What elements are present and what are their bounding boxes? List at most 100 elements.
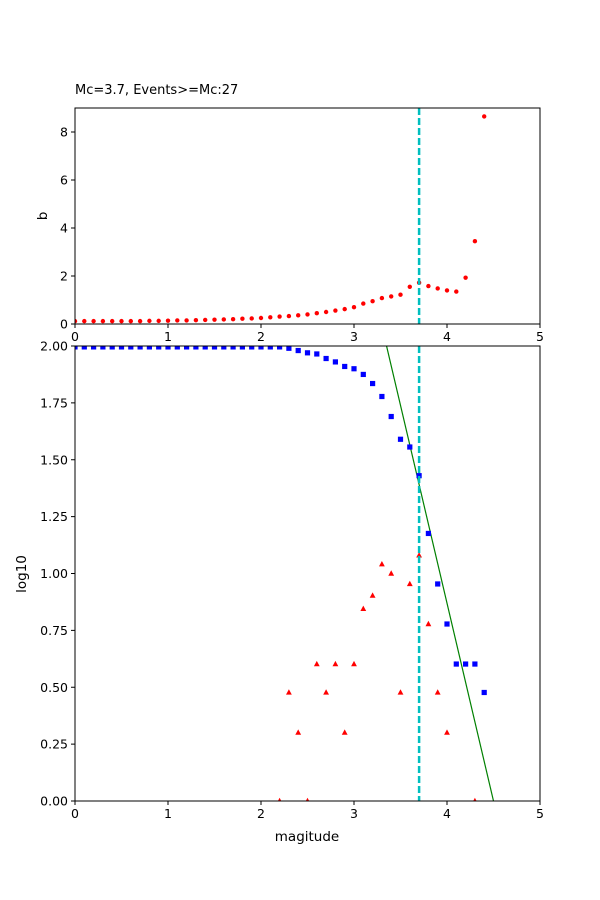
y-tick-label: 0.50 — [40, 680, 68, 695]
bottom-plot-area: 0 1 2 3 4 5 0.00 0.25 0.50 0.75 1.00 1.25 1.50 1.75 2.… — [40, 339, 544, 822]
data-point-circle — [203, 317, 208, 323]
data-point-circle — [472, 239, 478, 244]
frequency-magnitude-chart: magitude log10 0 1 2 3 4 5 0.00 0.25 0.50 0.75 1.0… — [14, 339, 544, 846]
x-tick-label: 4 — [443, 806, 451, 821]
data-point-triangle — [416, 552, 422, 558]
data-point-circle — [165, 318, 171, 323]
data-point-square — [91, 346, 97, 350]
y-tick-label: 1.50 — [40, 452, 68, 467]
data-point-square — [351, 366, 357, 372]
data-point-square — [295, 347, 301, 354]
y-tick-label: 2.00 — [40, 339, 68, 354]
data-point-circle — [147, 318, 152, 324]
data-point-square — [379, 393, 385, 400]
x-tick-label: 2 — [257, 329, 265, 344]
top-marks — [75, 108, 487, 324]
data-point-square — [444, 621, 450, 627]
data-point-circle — [268, 315, 273, 320]
data-point-square — [304, 350, 311, 356]
bottom-marks — [75, 346, 495, 801]
data-point-square — [109, 346, 115, 350]
data-point-circle — [342, 306, 347, 312]
data-point-triangle — [425, 620, 432, 627]
x-tick-label: 3 — [350, 329, 358, 344]
data-point-circle — [482, 114, 487, 119]
data-point-circle — [323, 309, 329, 315]
data-point-triangle — [332, 660, 339, 667]
bottom-chart-x-axis-label: magitude — [275, 829, 339, 845]
data-point-square — [388, 413, 394, 420]
data-point-triangle — [379, 560, 385, 567]
data-point-circle — [370, 299, 375, 304]
data-point-circle — [351, 305, 357, 310]
y-tick-label: 4 — [60, 221, 68, 236]
y-tick-label: 0.00 — [40, 794, 68, 809]
data-point-square — [118, 346, 125, 350]
top-plot-area: 0 1 2 3 4 5 0 2 4 6 8 — [60, 107, 544, 344]
data-point-square — [463, 661, 469, 667]
data-point-square — [239, 346, 245, 350]
data-point-circle — [193, 317, 199, 323]
data-point-square — [407, 444, 413, 450]
data-point-triangle — [473, 797, 477, 801]
data-point-circle — [398, 292, 403, 297]
data-point-square — [342, 363, 348, 370]
data-point-circle — [389, 294, 394, 299]
data-point-square — [174, 346, 180, 350]
data-point-circle — [91, 318, 96, 324]
x-tick-label: 1 — [164, 329, 172, 344]
y-tick-label: 1.00 — [40, 566, 68, 581]
y-tick-label: 0.75 — [40, 623, 68, 638]
data-point-square — [425, 530, 431, 537]
top-chart-title: Mc=3.7, Events>=Mc:27 — [75, 83, 238, 98]
data-point-circle — [305, 312, 310, 317]
top-axes-frame — [74, 107, 541, 325]
y-tick-label: 0.25 — [40, 737, 68, 752]
fit-line — [385, 346, 495, 801]
y-tick-label: 6 — [60, 173, 68, 188]
x-tick-label: 3 — [350, 806, 358, 821]
data-point-triangle — [351, 660, 357, 667]
data-point-triangle — [369, 592, 376, 598]
data-point-square — [193, 346, 199, 350]
data-point-square — [314, 351, 320, 357]
data-point-circle — [119, 318, 124, 324]
data-point-circle — [221, 317, 226, 322]
x-tick-label: 0 — [71, 329, 79, 344]
data-point-circle — [128, 318, 133, 324]
data-point-circle — [230, 317, 236, 322]
data-point-circle — [296, 313, 301, 318]
data-point-square — [156, 346, 162, 350]
data-point-square — [370, 380, 376, 387]
data-point-square — [221, 346, 227, 350]
data-point-square — [397, 436, 404, 442]
data-point-triangle — [305, 797, 310, 801]
y-tick-label: 1.75 — [40, 395, 68, 410]
top-chart-y-axis-label: b — [35, 212, 51, 221]
data-point-circle — [156, 318, 161, 324]
data-point-circle — [444, 288, 450, 293]
data-point-triangle — [277, 797, 282, 801]
data-point-square — [100, 346, 106, 350]
data-point-square — [472, 661, 478, 667]
data-point-square — [81, 346, 87, 350]
data-point-triangle — [295, 729, 302, 735]
data-point-triangle — [323, 689, 329, 695]
data-point-square — [453, 661, 459, 667]
data-point-square — [146, 346, 152, 350]
data-point-circle — [175, 318, 180, 323]
data-point-circle — [454, 289, 459, 294]
data-point-square — [211, 346, 218, 350]
y-tick-label: 8 — [60, 125, 68, 140]
data-point-circle — [379, 295, 385, 301]
data-point-triangle — [397, 689, 404, 695]
data-point-circle — [463, 275, 468, 280]
data-point-circle — [426, 283, 431, 289]
data-point-square — [165, 346, 171, 350]
data-point-square — [258, 346, 264, 350]
data-point-triangle — [360, 605, 367, 611]
data-point-square — [184, 346, 190, 350]
data-point-square — [128, 346, 134, 350]
